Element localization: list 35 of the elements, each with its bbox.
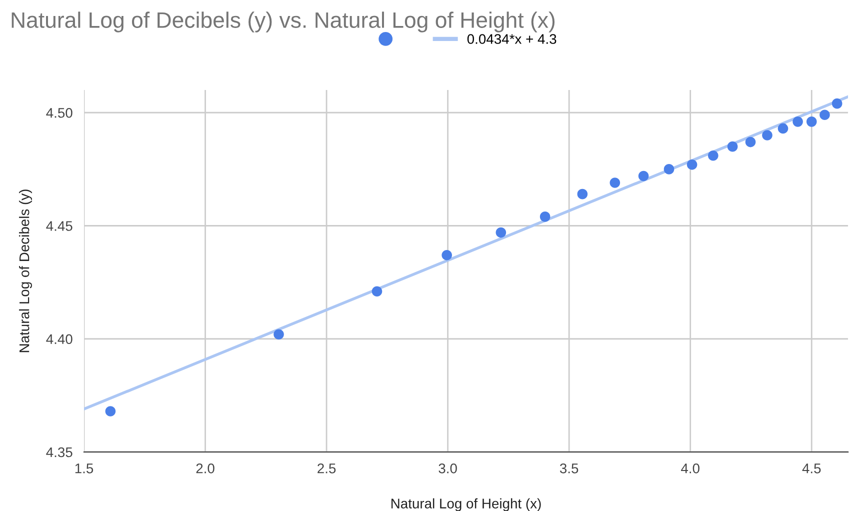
point [610, 178, 620, 188]
point [540, 212, 550, 222]
point [745, 136, 756, 148]
x-tick-label: 2.5 [318, 463, 336, 474]
y-axis-title: Natural Log of Decibels (y) [19, 190, 32, 352]
point [820, 110, 830, 120]
point [708, 150, 718, 161]
x-axis-title: Natural Log of Height (x) [391, 498, 541, 511]
x-tick-label: 2.0 [196, 463, 214, 474]
x-tick-label: 1.5 [75, 464, 94, 474]
point [832, 98, 842, 109]
point [577, 188, 588, 200]
point [778, 123, 788, 134]
point [686, 160, 698, 170]
point [727, 141, 738, 152]
point [274, 329, 284, 340]
x-tick-label: 3.5 [560, 463, 578, 474]
y-tick-label: 4.50 [46, 108, 72, 118]
point [372, 286, 382, 297]
legend-label: 0.0434*x + 4.3 [467, 34, 556, 44]
point [105, 406, 116, 416]
y-tick-label: 4.40 [46, 334, 72, 344]
point [664, 164, 674, 174]
x-tick-label: 4.5 [802, 464, 821, 474]
point [762, 130, 772, 140]
point [496, 227, 506, 238]
point [806, 116, 817, 127]
point [638, 170, 649, 182]
point [442, 250, 452, 260]
x-tick-label: 4.0 [681, 463, 700, 474]
point [792, 116, 803, 127]
y-tick-label: 4.35 [46, 447, 72, 458]
x-tick-label: 3.0 [438, 463, 457, 474]
chart-title: Natural Log of Decibels (y) vs. Natural Log of Height (x) [12, 12, 555, 32]
y-tick-label: 4.45 [46, 221, 72, 231]
